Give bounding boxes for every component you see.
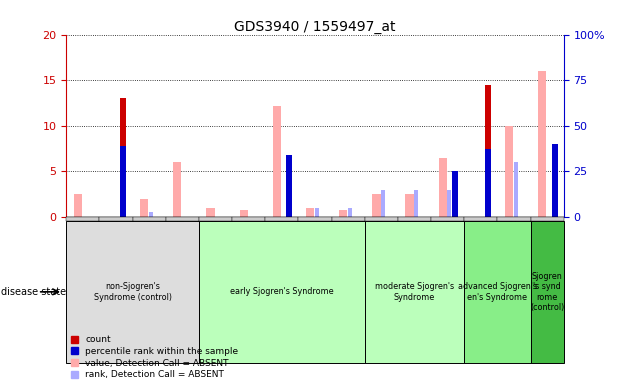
Bar <box>239 210 248 217</box>
Bar <box>552 144 558 217</box>
Bar <box>120 98 126 217</box>
Text: Sjogren
's synd
rome
(control): Sjogren 's synd rome (control) <box>530 272 564 312</box>
Bar <box>381 190 385 217</box>
Bar <box>286 155 292 217</box>
Bar <box>372 194 381 217</box>
Bar <box>513 162 518 217</box>
Bar <box>207 208 215 217</box>
Bar <box>452 171 458 217</box>
Text: advanced Sjogren's
en's Syndrome: advanced Sjogren's en's Syndrome <box>458 282 537 301</box>
Text: moderate Sjogren's
Syndrome: moderate Sjogren's Syndrome <box>375 282 454 301</box>
Text: disease state: disease state <box>1 287 66 297</box>
Bar <box>173 162 181 217</box>
Bar <box>348 208 352 217</box>
Bar <box>505 126 513 217</box>
Bar <box>538 71 546 217</box>
Bar <box>74 194 82 217</box>
Bar <box>485 85 491 217</box>
Bar <box>438 158 447 217</box>
Title: GDS3940 / 1559497_at: GDS3940 / 1559497_at <box>234 20 396 33</box>
Bar <box>149 212 152 217</box>
Bar <box>485 149 491 217</box>
Text: early Sjogren's Syndrome: early Sjogren's Syndrome <box>230 287 334 296</box>
Bar <box>120 146 126 217</box>
Bar <box>447 190 451 217</box>
Text: non-Sjogren's
Syndrome (control): non-Sjogren's Syndrome (control) <box>93 282 171 301</box>
Bar <box>140 199 148 217</box>
Bar <box>273 106 281 217</box>
Bar <box>314 208 319 217</box>
Bar <box>414 190 418 217</box>
Bar <box>406 194 414 217</box>
Legend: count, percentile rank within the sample, value, Detection Call = ABSENT, rank, : count, percentile rank within the sample… <box>71 335 238 379</box>
Bar <box>339 210 347 217</box>
Bar <box>306 208 314 217</box>
